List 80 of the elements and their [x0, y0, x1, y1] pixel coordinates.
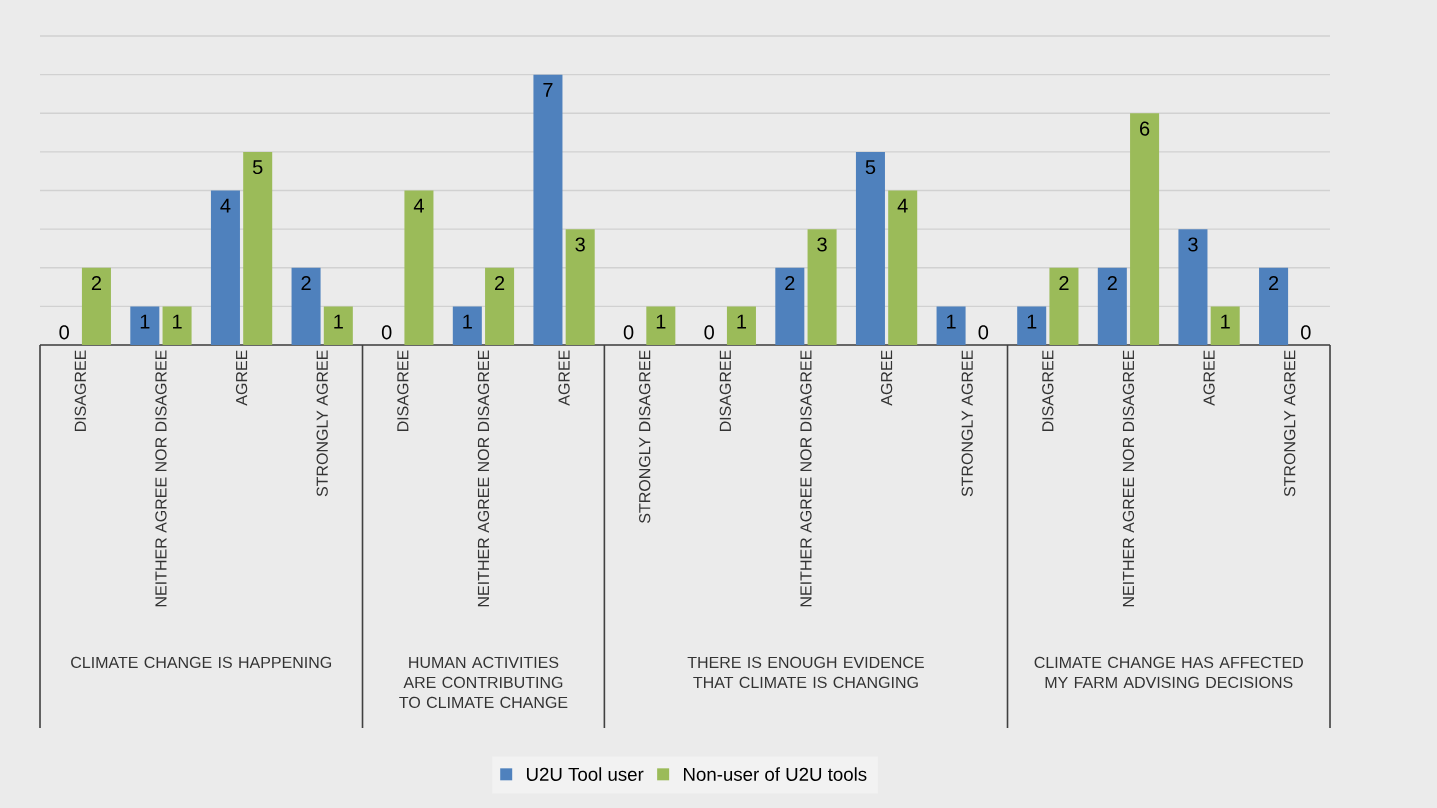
bar — [162, 306, 192, 345]
data-label: 0 — [59, 325, 69, 340]
data-label: 1 — [463, 314, 472, 329]
data-label: 2 — [495, 276, 505, 290]
legend-label: Non-user of U2U tools — [684, 767, 867, 781]
x-tick-label: STRONGLY AGREE — [961, 350, 973, 497]
x-tick-label: NEITHER AGREE NOR DISAGREE — [477, 350, 490, 607]
data-label: 2 — [1059, 276, 1069, 290]
data-label: 2 — [1107, 276, 1117, 290]
bar — [565, 229, 595, 345]
x-tick-label: AGREE — [235, 350, 248, 406]
bar — [404, 190, 434, 345]
bar — [81, 267, 111, 345]
bar — [775, 267, 805, 345]
x-tick-label: NEITHER AGREE NOR DISAGREE — [1122, 350, 1135, 607]
bar — [1097, 267, 1127, 345]
bar — [646, 306, 676, 345]
text: CLIMATE CHANGE HAS AFFECTED MY FARM ADVISING DECISIONS — [1034, 656, 1303, 689]
data-label: 4 — [897, 198, 908, 213]
data-label: 6 — [1140, 121, 1150, 136]
data-label: 5 — [252, 160, 263, 175]
data-label: 1 — [173, 314, 182, 329]
x-tick-label: DISAGREE — [719, 350, 731, 432]
bar — [807, 229, 837, 345]
data-label: 1 — [334, 314, 343, 329]
x-tick-label: STRONGLY DISAGREE — [639, 350, 651, 523]
data-label: 1 — [737, 314, 747, 329]
bar — [1130, 113, 1160, 345]
data-label: 7 — [543, 82, 553, 97]
bar — [323, 306, 353, 345]
data-label: 1 — [140, 314, 150, 329]
data-label: 2 — [301, 276, 311, 290]
data-label: 3 — [817, 237, 827, 252]
legend-label: U2U Tool user — [526, 767, 644, 781]
x-tick-label: AGREE — [880, 350, 893, 406]
bar — [485, 267, 515, 345]
x-tick-label: AGREE — [1203, 350, 1215, 406]
x-tick-label: NEITHER AGREE NOR DISAGREE — [800, 350, 812, 607]
bar — [936, 306, 966, 345]
bar — [1049, 267, 1079, 345]
x-tick-label: DISAGREE — [397, 350, 409, 432]
x-tick-label: AGREE — [558, 350, 570, 406]
data-label: 0 — [704, 325, 714, 340]
bar — [243, 151, 273, 345]
bar — [855, 151, 885, 345]
data-label: 1 — [656, 314, 666, 329]
bar — [1017, 306, 1047, 345]
bar — [1178, 229, 1208, 345]
data-label: 5 — [865, 160, 876, 175]
x-tick-label: DISAGREE — [1042, 350, 1054, 432]
x-tick-label: DISAGREE — [74, 350, 86, 432]
data-label: 0 — [1301, 325, 1311, 340]
x-tick-label: STRONGLY AGREE — [1284, 350, 1296, 497]
bar — [1210, 306, 1240, 345]
data-label: 0 — [623, 325, 634, 340]
text: CLIMATE CHANGE IS HAPPENING — [71, 656, 332, 669]
bar — [210, 190, 240, 345]
bar — [726, 306, 756, 345]
text: THERE IS ENOUGH EVIDENCE THAT CLIMATE IS CHANGING — [687, 656, 924, 689]
data-label: 3 — [575, 237, 585, 252]
data-label: 4 — [413, 198, 424, 213]
bar — [130, 306, 160, 345]
data-label: 2 — [785, 276, 795, 290]
bar — [888, 190, 918, 345]
data-label: 4 — [220, 198, 231, 213]
bar — [452, 306, 482, 345]
text: HUMAN ACTIVITIES ARE CONTRIBUTING TO CLIMATE CHANGE — [399, 656, 568, 709]
x-tick-label: STRONGLY AGREE — [316, 350, 328, 497]
data-label: 2 — [1269, 276, 1279, 290]
bar — [1259, 267, 1289, 345]
data-label: 3 — [1188, 237, 1198, 252]
bar — [533, 74, 563, 345]
data-label: 2 — [91, 276, 101, 290]
x-tick-label: NEITHER AGREE NOR DISAGREE — [155, 350, 167, 607]
data-label: 1 — [1027, 314, 1037, 329]
data-label: 1 — [1221, 314, 1230, 329]
bar — [291, 267, 321, 345]
data-label: 1 — [947, 314, 956, 329]
data-label: 0 — [978, 325, 989, 340]
data-label: 0 — [381, 325, 392, 340]
